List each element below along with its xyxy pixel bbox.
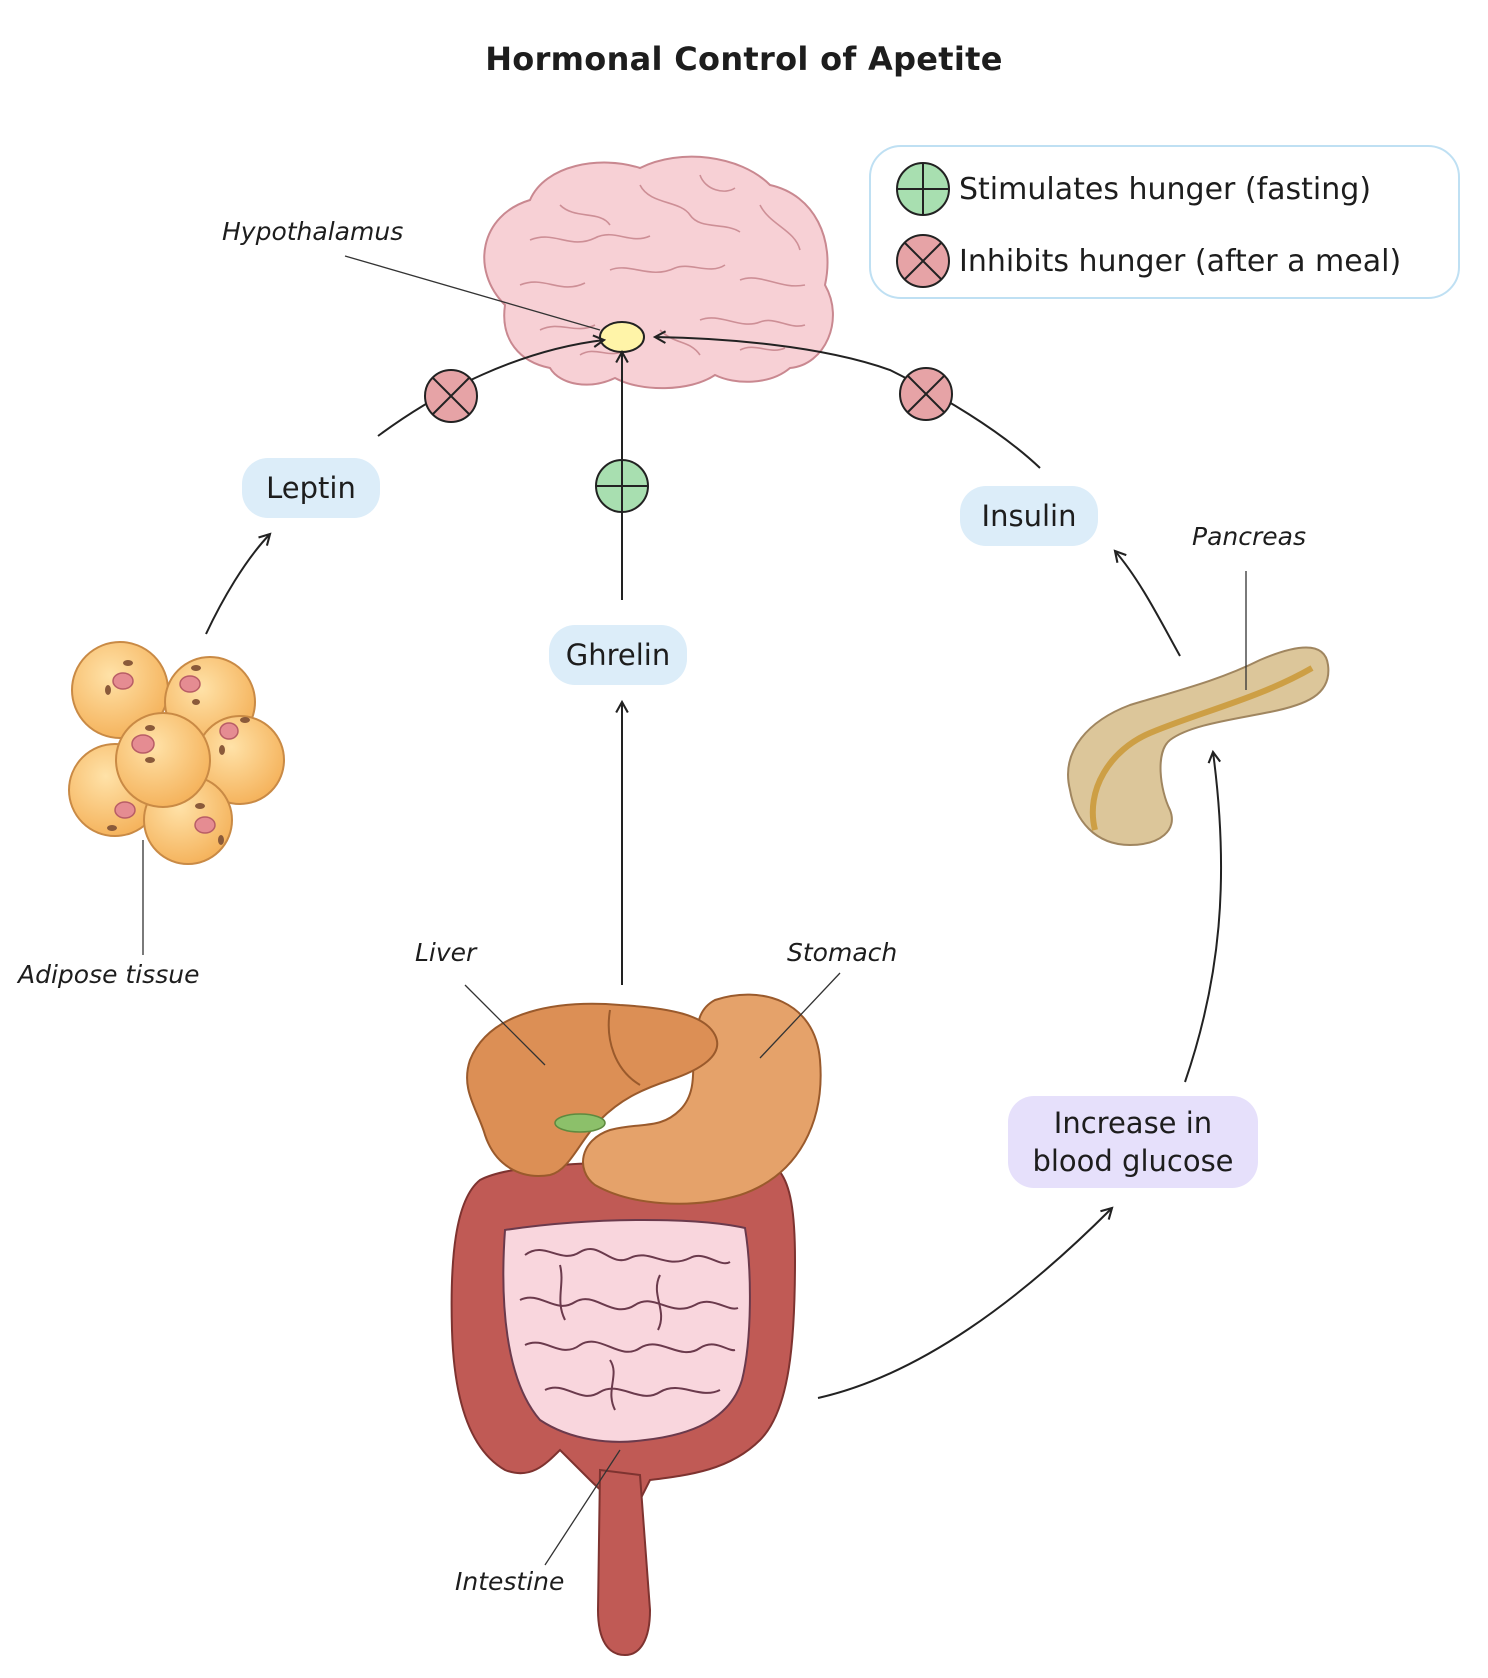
pancreas-to-insulin-arrow: [1113, 549, 1181, 657]
legend-stimulates-label: Stimulates hunger (fasting): [959, 171, 1372, 207]
adipose-to-leptin-arrow: [205, 532, 272, 635]
brain-illustration: [483, 155, 834, 390]
glucose-to-pancreas-arrow: [1184, 749, 1223, 1083]
intestine-leader: [544, 1449, 621, 1566]
liver-leader: [464, 984, 546, 1066]
insulin-to-hypothalamus-arrow: [652, 330, 1041, 469]
leptin-pill: Leptin: [242, 458, 380, 518]
insulin-inhibit-icon: [899, 367, 953, 421]
inhibit-icon: [896, 234, 950, 288]
adipose-tissue-illustration: [68, 641, 285, 865]
ghrelin-stimulate-icon: [595, 459, 649, 513]
hypothalamus-label: Hypothalamus: [222, 217, 404, 246]
pancreas-illustration: [1067, 646, 1330, 847]
leptin-inhibit-icon: [424, 369, 478, 423]
digestive-system-illustration: [450, 993, 822, 1657]
ghrelin-pill: Ghrelin: [549, 625, 687, 685]
blood-glucose-line2: blood glucose: [1032, 1144, 1234, 1178]
blood-glucose-pill: Increase in blood glucose: [1008, 1096, 1258, 1188]
hypothalamus-marker: [599, 321, 645, 353]
liver-label: Liver: [415, 938, 477, 967]
leptin-to-hypothalamus-arrow: [377, 334, 607, 437]
pancreas-label: Pancreas: [1192, 522, 1306, 551]
legend-row-inhibits: Inhibits hunger (after a meal): [895, 233, 1401, 289]
adipose-label: Adipose tissue: [18, 960, 200, 989]
stomach-label: Stomach: [787, 938, 898, 967]
legend-inhibits-label: Inhibits hunger (after a meal): [959, 243, 1402, 279]
diagram-title: Hormonal Control of Apetite: [485, 40, 1003, 78]
stomach-leader: [759, 972, 841, 1059]
legend: Stimulates hunger (fasting) Inhibits hun…: [869, 145, 1460, 299]
intestine-to-glucose-arrow: [817, 1206, 1114, 1399]
blood-glucose-line1: Increase in: [1053, 1106, 1213, 1140]
insulin-pill: Insulin: [960, 486, 1098, 546]
hypothalamus-leader: [344, 255, 601, 331]
stimulate-icon: [896, 162, 950, 216]
legend-row-stimulates: Stimulates hunger (fasting): [895, 161, 1371, 217]
intestine-label: Intestine: [455, 1567, 565, 1596]
